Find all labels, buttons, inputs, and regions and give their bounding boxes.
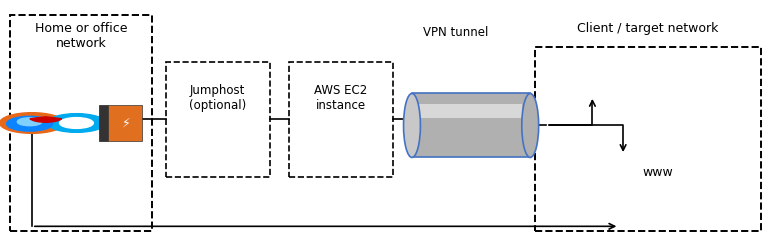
Text: VPN tunnel: VPN tunnel	[423, 26, 488, 39]
Circle shape	[619, 192, 657, 204]
Ellipse shape	[404, 93, 421, 157]
Bar	[98, 105, 108, 141]
Circle shape	[641, 182, 675, 192]
Text: www: www	[642, 166, 673, 179]
Text: Home or office
network: Home or office network	[35, 22, 128, 50]
Circle shape	[629, 185, 660, 195]
Bar	[108, 105, 141, 141]
Bar	[289, 62, 393, 177]
Text: ⚡: ⚡	[122, 117, 131, 129]
Circle shape	[627, 180, 711, 207]
Text: Jumphost
(optional): Jumphost (optional)	[189, 84, 246, 112]
Bar	[412, 93, 530, 157]
Bar	[412, 104, 521, 118]
Circle shape	[7, 116, 52, 131]
Circle shape	[688, 185, 719, 195]
Circle shape	[18, 118, 42, 126]
Circle shape	[691, 189, 724, 200]
Circle shape	[650, 197, 688, 209]
Bar	[11, 15, 152, 231]
Text: Client / target network: Client / target network	[577, 22, 718, 35]
Circle shape	[47, 114, 105, 132]
Circle shape	[638, 196, 672, 207]
Text: AWS EC2
instance: AWS EC2 instance	[314, 84, 367, 112]
Circle shape	[619, 188, 650, 198]
Circle shape	[59, 118, 93, 128]
Circle shape	[0, 113, 64, 133]
Circle shape	[656, 180, 694, 192]
Circle shape	[663, 195, 706, 209]
Bar	[166, 62, 270, 177]
Circle shape	[675, 182, 709, 192]
Wedge shape	[30, 117, 62, 122]
Circle shape	[681, 193, 715, 204]
Bar	[534, 47, 761, 231]
Ellipse shape	[521, 93, 538, 157]
